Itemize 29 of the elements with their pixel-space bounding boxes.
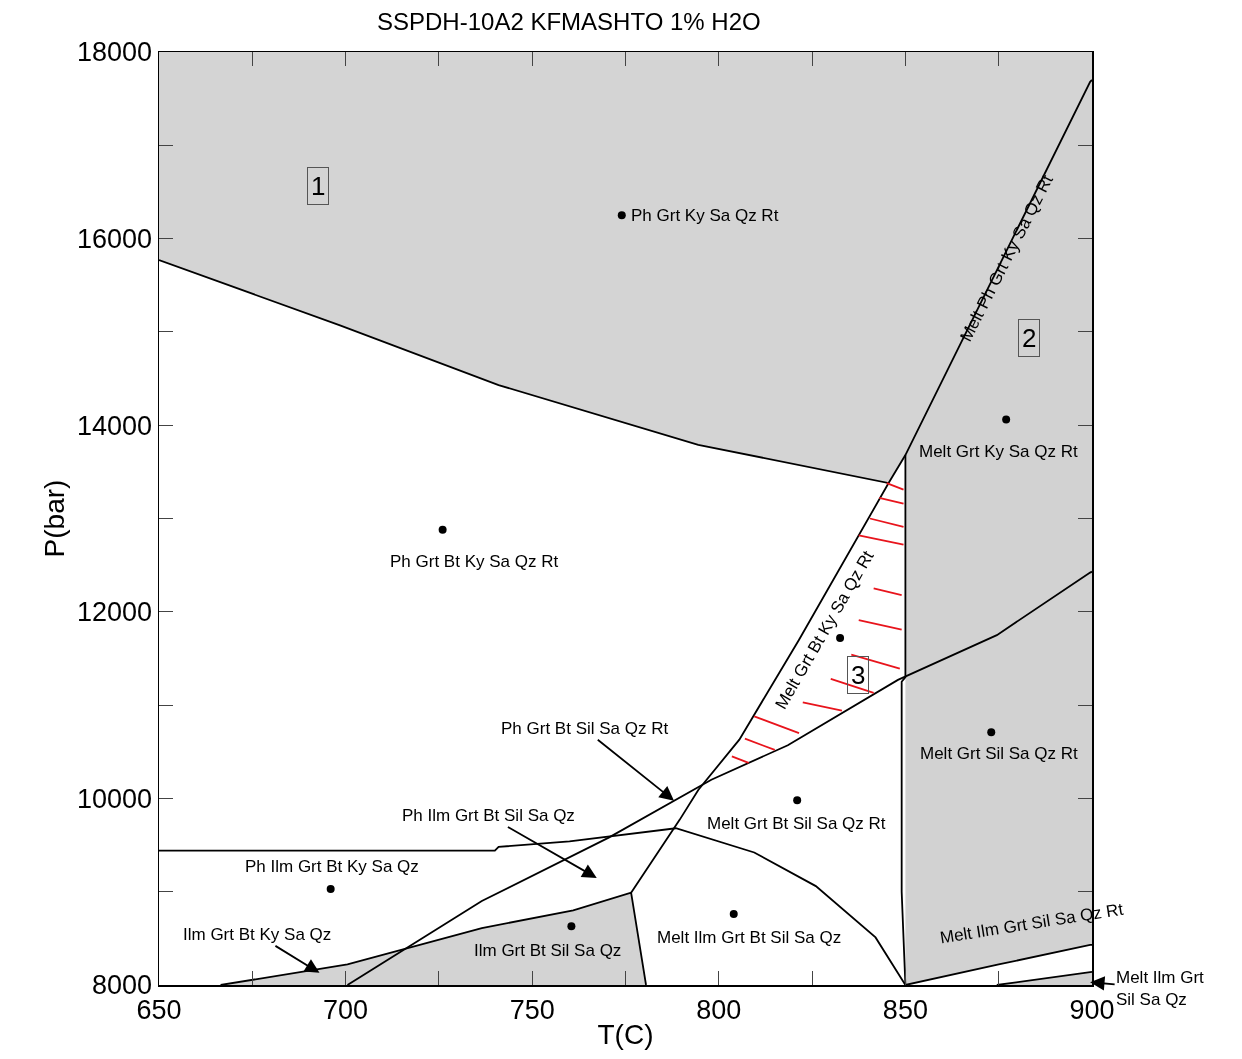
annotation: Melt Ilm Grt Sil Sa Qz	[1116, 968, 1205, 1010]
annotation: 1	[311, 171, 326, 201]
y-tick-label: 16000	[77, 224, 153, 255]
y-tick-label: 14000	[77, 410, 153, 441]
annotation: Ilm Grt Bt Sil Sa Qz	[474, 941, 622, 960]
x-tick-label: 700	[323, 994, 369, 1025]
annotation: Ph Ilm Grt Bt Ky Sa Qz	[245, 857, 419, 876]
annotation: Melt Ilm Grt Sil Sa Qz Rt	[938, 899, 1125, 948]
annotation: Ph Grt Bt Ky Sa Qz Rt	[390, 552, 559, 571]
annotation: Melt Grt Ky Sa Qz Rt	[919, 442, 1078, 461]
annotation: 2	[1022, 323, 1037, 353]
y-tick-label: 18000	[77, 37, 153, 68]
annotation: Melt Grt Sil Sa Qz Rt	[920, 744, 1079, 763]
x-tick-label: 900	[1069, 994, 1115, 1025]
x-axis-title: T(C)	[597, 1018, 654, 1050]
y-tick-label: 10000	[77, 783, 153, 814]
chart-title: SSPDH-10A2 KFMASHTO 1% H2O	[377, 7, 761, 35]
x-tick-label: 800	[696, 994, 742, 1025]
annotation: Ph Grt Bt Sil Sa Qz Rt	[501, 719, 669, 738]
annotation: Ilm Grt Bt Ky Sa Qz	[183, 925, 332, 944]
annotation: Melt Ilm Grt Bt Sil Sa Qz	[657, 928, 842, 947]
x-tick-label: 750	[509, 994, 555, 1025]
x-tick-label: 850	[882, 994, 928, 1025]
annotation: Ph Grt Ky Sa Qz Rt	[631, 206, 779, 225]
annotation: 3	[851, 660, 866, 690]
y-axis-title: P(bar)	[38, 479, 70, 558]
annotation: Melt Grt Bt Sil Sa Qz Rt	[707, 814, 886, 833]
y-tick-label: 12000	[77, 597, 153, 628]
annotation: Ph Ilm Grt Bt Sil Sa Qz	[402, 806, 575, 825]
